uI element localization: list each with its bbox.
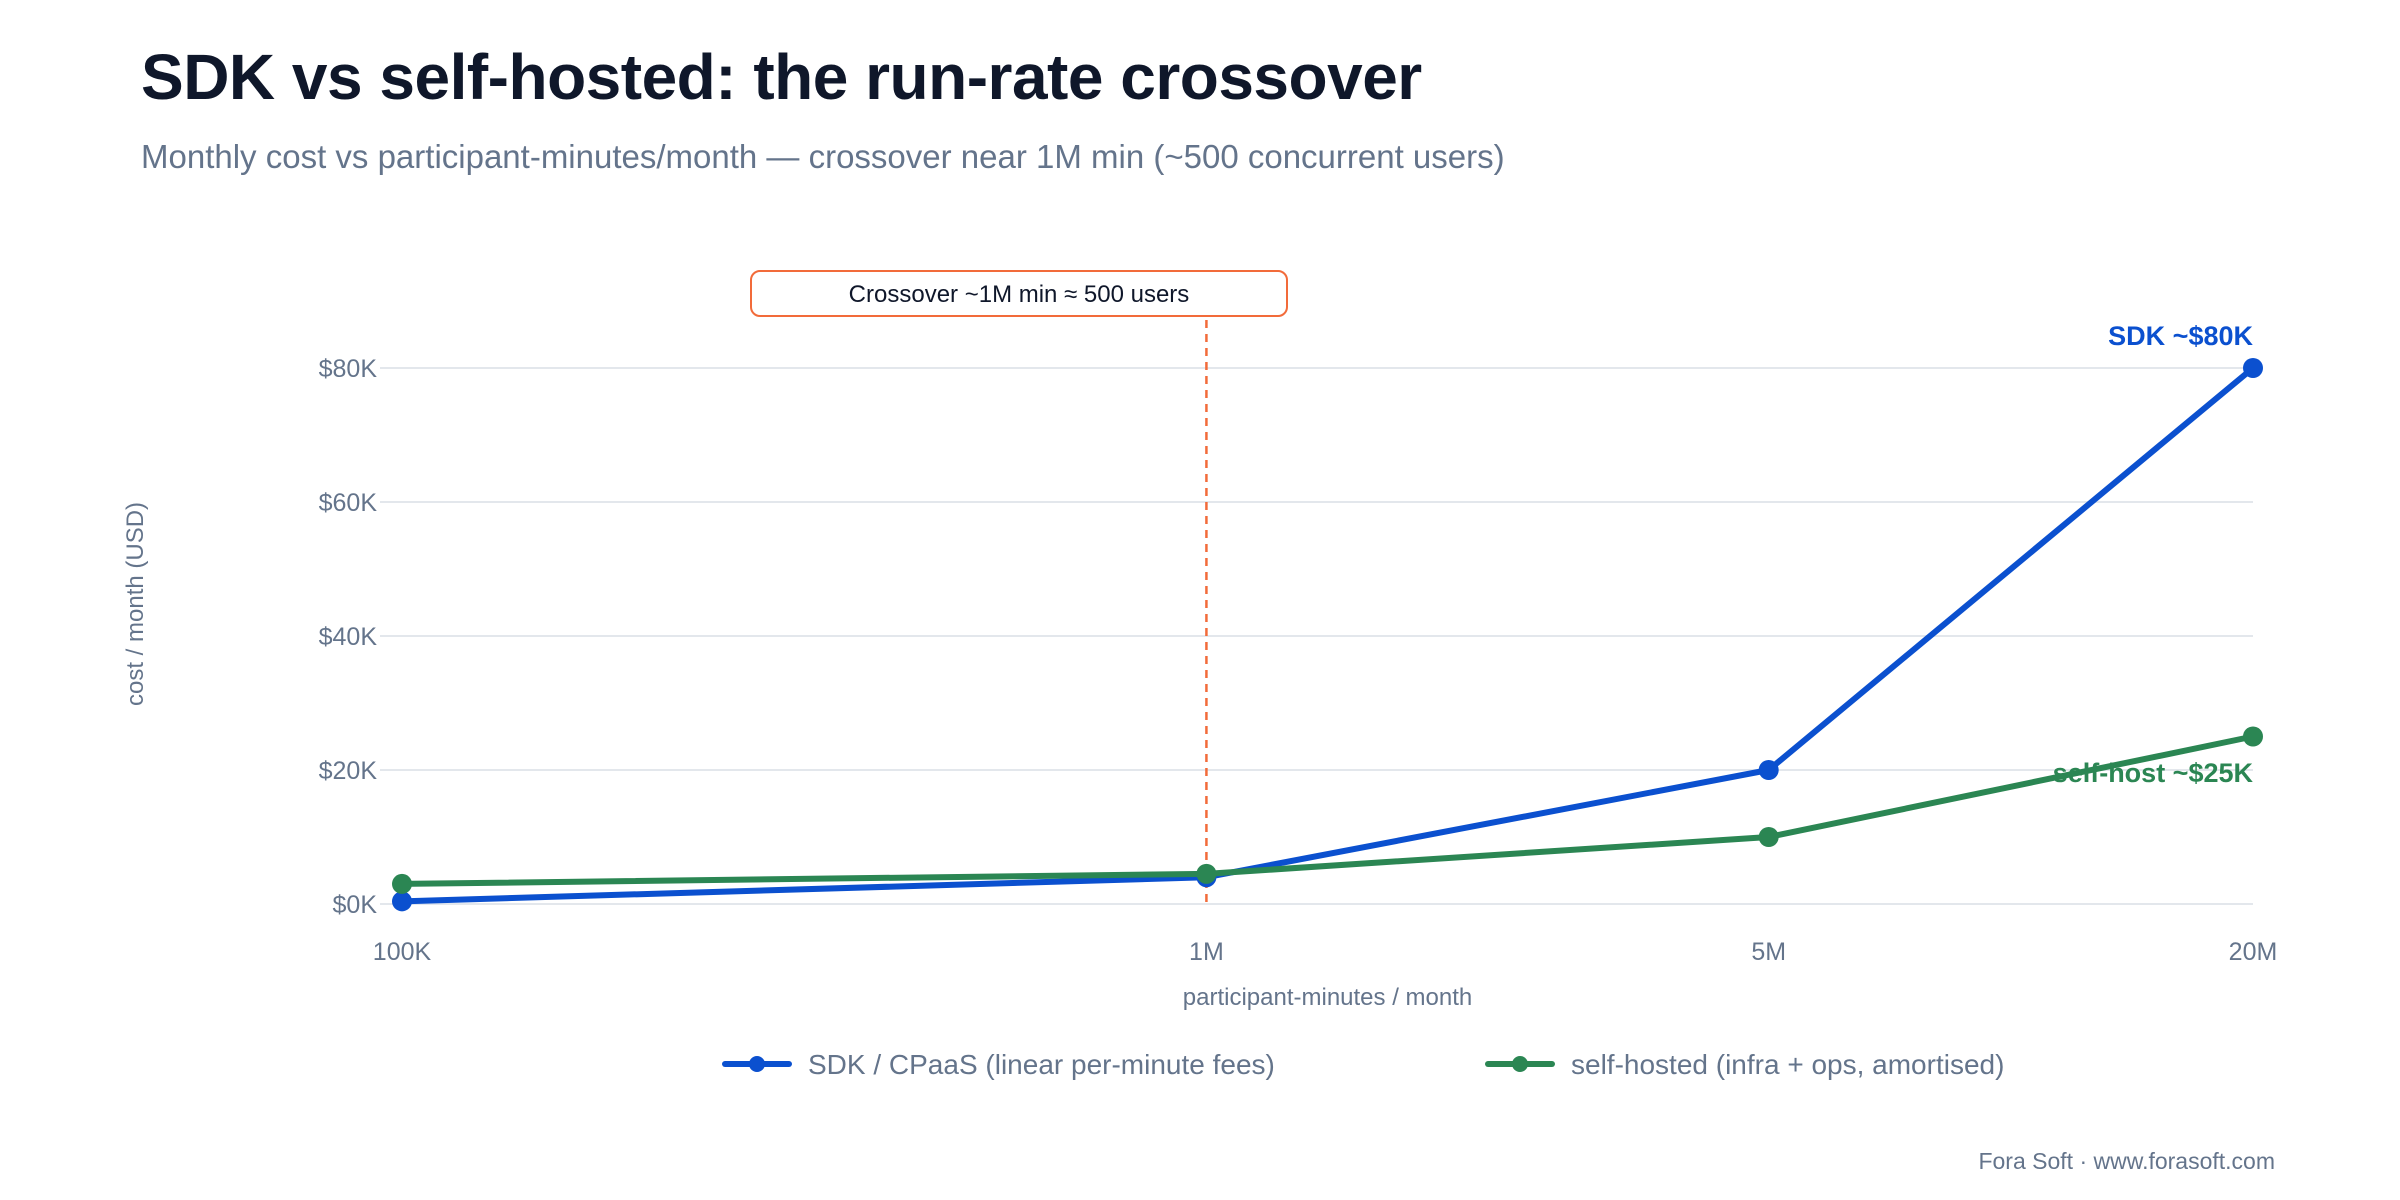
crossover-annotation: Crossover ~1M min ≈ 500 users: [750, 270, 1288, 908]
y-tick-label: $20K: [319, 757, 378, 785]
x-tick-label: 5M: [1751, 938, 1786, 966]
end-label-sdk: SDK ~$80K: [2108, 321, 2253, 351]
legend-marker-sdk: [749, 1056, 765, 1072]
legend-label-self-hosted: self-hosted (infra + ops, amortised): [1571, 1049, 2004, 1080]
series-lines: SDK ~$80K self-host ~$25K: [392, 321, 2263, 912]
grid-lines: [380, 367, 2253, 905]
y-tick-label: $60K: [319, 489, 378, 517]
crossover-label: Crossover ~1M min ≈ 500 users: [849, 281, 1190, 308]
end-label-self-hosted: self-host ~$25K: [2053, 758, 2254, 788]
data-point: [392, 891, 412, 912]
legend-marker-self-hosted: [1512, 1056, 1528, 1072]
chart-subtitle: Monthly cost vs participant-minutes/mont…: [141, 138, 1505, 175]
crossover-label-box: [750, 270, 1288, 317]
x-tick-label: 1M: [1189, 938, 1224, 966]
y-tick-label: $80K: [319, 355, 378, 383]
data-point: [1758, 760, 1779, 780]
axes: $0K $20K $40K $60K $80K 100K 1M 5M 20M participan…: [122, 355, 2277, 1011]
x-axis-title: participant-minutes / month: [1183, 984, 1472, 1011]
x-tick-label: 100K: [373, 938, 432, 966]
chart-title: SDK vs self-hosted: the run-rate crossov…: [141, 41, 1422, 113]
y-tick-label: $40K: [319, 623, 378, 651]
y-tick-label: $0K: [333, 891, 378, 919]
series-line-sdk: [399, 365, 2256, 905]
legend: SDK / CPaaS (linear per-minute fees) self…: [722, 1049, 2004, 1080]
data-point: [2243, 726, 2263, 747]
footer-credit: Fora Soft · www.forasoft.com: [1978, 1148, 2275, 1174]
data-point: [1758, 827, 1779, 847]
data-point: [392, 873, 412, 894]
x-tick-label: 20M: [2229, 938, 2278, 966]
series-line-self-hosted: [399, 733, 2256, 887]
data-point: [1196, 863, 1217, 884]
legend-label-sdk: SDK / CPaaS (linear per-minute fees): [808, 1049, 1275, 1080]
data-point: [2243, 358, 2263, 378]
y-axis-title: cost / month (USD): [122, 502, 149, 706]
